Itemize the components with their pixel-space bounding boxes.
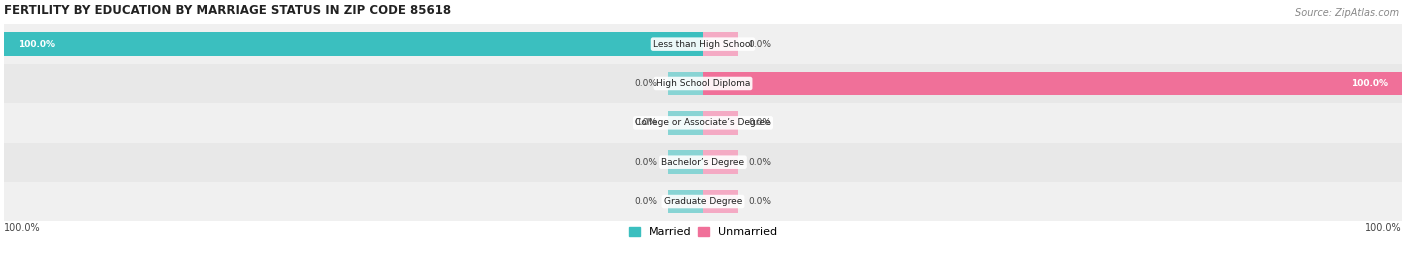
Bar [668,111,703,135]
Bar [668,72,703,95]
Text: College or Associate’s Degree: College or Associate’s Degree [636,118,770,127]
Bar [703,32,738,56]
Text: High School Diploma: High School Diploma [655,79,751,88]
Bar [703,111,738,135]
Text: 0.0%: 0.0% [748,40,772,49]
Bar [668,190,703,213]
Text: 100.0%: 100.0% [4,223,41,233]
Bar [703,72,1402,95]
Text: 100.0%: 100.0% [1365,223,1402,233]
Text: 0.0%: 0.0% [634,118,658,127]
Text: 100.0%: 100.0% [1351,79,1388,88]
Text: 0.0%: 0.0% [748,158,772,167]
Text: 100.0%: 100.0% [18,40,55,49]
Bar [4,32,703,56]
Bar [4,103,1402,143]
Text: FERTILITY BY EDUCATION BY MARRIAGE STATUS IN ZIP CODE 85618: FERTILITY BY EDUCATION BY MARRIAGE STATU… [4,4,451,17]
Text: 0.0%: 0.0% [634,158,658,167]
Bar [4,64,1402,103]
Bar [4,24,1402,64]
Bar [703,190,738,213]
Text: Less than High School: Less than High School [652,40,754,49]
Bar [703,150,738,174]
Bar [4,143,1402,182]
Text: Source: ZipAtlas.com: Source: ZipAtlas.com [1295,8,1399,18]
Text: 0.0%: 0.0% [748,118,772,127]
Text: 0.0%: 0.0% [634,197,658,206]
Text: 0.0%: 0.0% [748,197,772,206]
Bar [4,182,1402,221]
Text: Bachelor’s Degree: Bachelor’s Degree [661,158,745,167]
Text: 0.0%: 0.0% [634,79,658,88]
Text: Graduate Degree: Graduate Degree [664,197,742,206]
Bar [668,150,703,174]
Legend: Married, Unmarried: Married, Unmarried [624,222,782,242]
